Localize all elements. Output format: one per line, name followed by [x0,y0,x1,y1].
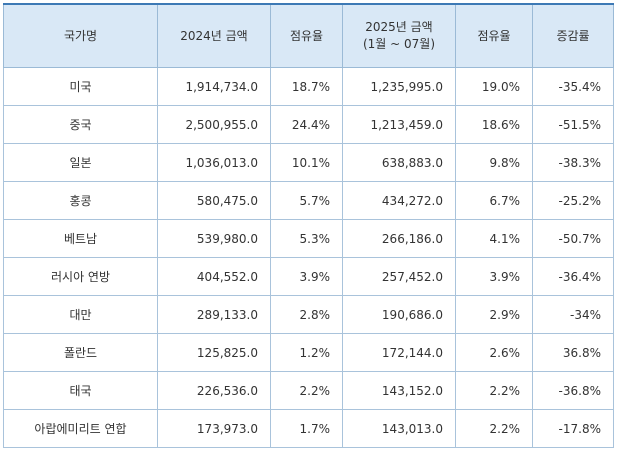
cell-amount-2024: 289,133.0 [157,295,271,334]
header-amount-2025-title: 2025년 금액 [365,20,433,34]
cell-share-2025: 2.6% [455,333,533,372]
cell-change-rate: -36.4% [532,257,614,296]
cell-share-2025: 18.6% [455,105,533,144]
cell-share-2025: 6.7% [455,181,533,220]
cell-share-2025: 2.2% [455,409,533,448]
cell-country: 러시아 연방 [3,257,158,296]
table-row: 미국 1,914,734.0 18.7% 1,235,995.0 19.0% -35.4% [3,67,614,106]
cell-share-2024: 2.8% [270,295,343,334]
cell-change-rate: 36.8% [532,333,614,372]
cell-amount-2024: 404,552.0 [157,257,271,296]
header-share-2025: 점유율 [455,3,533,68]
export-by-country-table: 국가명 2024년 금액 점유율 2025년 금액 (1월 ~ 07월) 점유율… [3,3,614,448]
cell-amount-2025: 1,213,459.0 [342,105,456,144]
cell-share-2024: 5.3% [270,219,343,258]
cell-share-2024: 3.9% [270,257,343,296]
cell-change-rate: -50.7% [532,219,614,258]
cell-share-2024: 5.7% [270,181,343,220]
cell-amount-2024: 1,036,013.0 [157,143,271,182]
cell-amount-2025: 434,272.0 [342,181,456,220]
export-table-container: 국가명 2024년 금액 점유율 2025년 금액 (1월 ~ 07월) 점유율… [3,3,614,448]
cell-change-rate: -51.5% [532,105,614,144]
cell-amount-2025: 257,452.0 [342,257,456,296]
cell-share-2024: 2.2% [270,371,343,410]
cell-share-2025: 2.9% [455,295,533,334]
table-row: 홍콩 580,475.0 5.7% 434,272.0 6.7% -25.2% [3,181,614,220]
cell-amount-2024: 539,980.0 [157,219,271,258]
cell-change-rate: -17.8% [532,409,614,448]
cell-amount-2025: 143,152.0 [342,371,456,410]
cell-change-rate: -25.2% [532,181,614,220]
table-row: 대만 289,133.0 2.8% 190,686.0 2.9% -34% [3,295,614,334]
cell-amount-2024: 226,536.0 [157,371,271,410]
cell-share-2025: 4.1% [455,219,533,258]
table-header: 국가명 2024년 금액 점유율 2025년 금액 (1월 ~ 07월) 점유율… [3,3,614,68]
cell-share-2025: 2.2% [455,371,533,410]
cell-country: 중국 [3,105,158,144]
cell-country: 아랍에미리트 연합 [3,409,158,448]
cell-country: 태국 [3,371,158,410]
cell-amount-2024: 125,825.0 [157,333,271,372]
cell-amount-2025: 638,883.0 [342,143,456,182]
table-body: 미국 1,914,734.0 18.7% 1,235,995.0 19.0% -35.4%… [3,67,614,448]
cell-country: 홍콩 [3,181,158,220]
cell-country: 대만 [3,295,158,334]
cell-amount-2024: 580,475.0 [157,181,271,220]
cell-share-2025: 3.9% [455,257,533,296]
cell-share-2024: 24.4% [270,105,343,144]
cell-country: 베트남 [3,219,158,258]
cell-amount-2024: 1,914,734.0 [157,67,271,106]
cell-change-rate: -38.3% [532,143,614,182]
table-row: 폴란드 125,825.0 1.2% 172,144.0 2.6% 36.8% [3,333,614,372]
cell-change-rate: -36.8% [532,371,614,410]
header-amount-2024: 2024년 금액 [157,3,271,68]
cell-share-2025: 9.8% [455,143,533,182]
header-amount-2025: 2025년 금액 (1월 ~ 07월) [342,3,456,68]
cell-amount-2025: 266,186.0 [342,219,456,258]
header-share-2024: 점유율 [270,3,343,68]
header-row: 국가명 2024년 금액 점유율 2025년 금액 (1월 ~ 07월) 점유율… [3,3,614,68]
cell-share-2025: 19.0% [455,67,533,106]
cell-share-2024: 18.7% [270,67,343,106]
table-row: 중국 2,500,955.0 24.4% 1,213,459.0 18.6% -51.5% [3,105,614,144]
table-row: 러시아 연방 404,552.0 3.9% 257,452.0 3.9% -36.4% [3,257,614,296]
table-row: 아랍에미리트 연합 173,973.0 1.7% 143,013.0 2.2% -17.8… [3,409,614,448]
cell-amount-2025: 143,013.0 [342,409,456,448]
cell-amount-2024: 2,500,955.0 [157,105,271,144]
cell-amount-2025: 172,144.0 [342,333,456,372]
cell-country: 미국 [3,67,158,106]
cell-amount-2025: 190,686.0 [342,295,456,334]
cell-change-rate: -35.4% [532,67,614,106]
table-row: 일본 1,036,013.0 10.1% 638,883.0 9.8% -38.3% [3,143,614,182]
table-row: 베트남 539,980.0 5.3% 266,186.0 4.1% -50.7% [3,219,614,258]
cell-share-2024: 10.1% [270,143,343,182]
cell-country: 일본 [3,143,158,182]
header-country: 국가명 [3,3,158,68]
cell-share-2024: 1.7% [270,409,343,448]
header-change-rate: 증감률 [532,3,614,68]
cell-change-rate: -34% [532,295,614,334]
header-amount-2025-period: (1월 ~ 07월) [362,37,436,51]
cell-amount-2024: 173,973.0 [157,409,271,448]
table-row: 태국 226,536.0 2.2% 143,152.0 2.2% -36.8% [3,371,614,410]
cell-share-2024: 1.2% [270,333,343,372]
cell-amount-2025: 1,235,995.0 [342,67,456,106]
cell-country: 폴란드 [3,333,158,372]
